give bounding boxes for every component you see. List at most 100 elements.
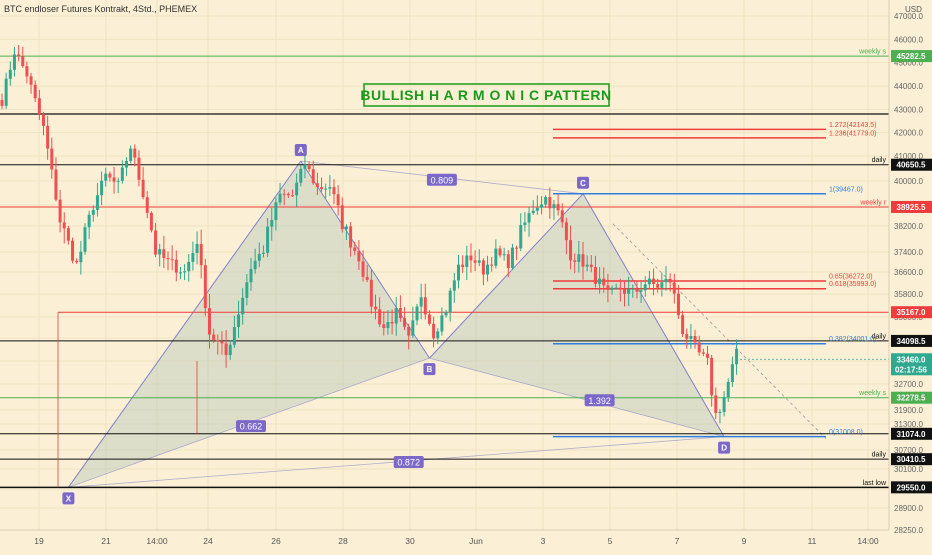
candles bbox=[0, 45, 739, 424]
level-note: 1.272(42143.5) bbox=[829, 122, 876, 129]
candle-body bbox=[253, 260, 257, 270]
pattern-leg-bc bbox=[429, 193, 584, 359]
x-tick-label: 5 bbox=[608, 536, 613, 546]
candle-body bbox=[174, 259, 178, 273]
candle-body bbox=[519, 225, 523, 249]
x-tick-label: 3 bbox=[541, 536, 546, 546]
price-badge bbox=[891, 453, 932, 466]
candle-body bbox=[203, 265, 207, 309]
y-tick-label: 28250.0 bbox=[894, 526, 923, 535]
candle-body bbox=[133, 148, 137, 158]
candle-body bbox=[540, 204, 543, 208]
x-tick-label: 14:00 bbox=[857, 536, 879, 546]
candle-body bbox=[710, 357, 714, 396]
candle-body bbox=[382, 324, 386, 329]
current-price-badge bbox=[891, 353, 932, 376]
candle-body bbox=[398, 308, 402, 319]
candle-body bbox=[4, 78, 8, 106]
pattern-point-d bbox=[718, 441, 731, 454]
candle-body bbox=[477, 260, 481, 263]
candle-body bbox=[129, 148, 133, 161]
candle-body bbox=[598, 278, 602, 284]
candle-body bbox=[336, 194, 340, 206]
candle-body bbox=[440, 315, 444, 332]
ratio-label: 1.392 bbox=[588, 396, 611, 406]
candle-body bbox=[535, 207, 539, 211]
y-tick-label: 42000.0 bbox=[894, 129, 923, 138]
price-badge-label: 35167.0 bbox=[897, 308, 926, 317]
candle-body bbox=[12, 54, 16, 70]
y-tick-label: 47000.0 bbox=[894, 12, 923, 21]
candle-body bbox=[461, 264, 465, 267]
grid bbox=[0, 0, 889, 531]
candle-body bbox=[33, 84, 37, 99]
candle-body bbox=[465, 255, 469, 267]
projection-line bbox=[612, 223, 827, 439]
candle-body bbox=[639, 290, 643, 292]
level-note: daily bbox=[872, 452, 887, 459]
candle-body bbox=[457, 264, 460, 281]
candle-body bbox=[241, 297, 245, 315]
price-badge bbox=[891, 391, 932, 404]
candle-body bbox=[676, 293, 680, 316]
candle-body bbox=[75, 260, 79, 263]
y-tick-label: 46000.0 bbox=[894, 35, 923, 44]
price-axis[interactable]: 47000.0 46000.0 45000.0 44000.0 43000.0 42000… bbox=[888, 0, 932, 550]
pattern-point-label: D bbox=[721, 444, 727, 453]
candle-body bbox=[37, 98, 41, 115]
candle-body bbox=[523, 222, 527, 226]
pattern-triangle-bcd bbox=[429, 193, 725, 437]
price-badge bbox=[891, 158, 932, 171]
time-axis[interactable]: 19 21 14:00 24 26 28 30 Jun 3 5 7 9 11 14:00 bbox=[0, 529, 889, 546]
y-tick-label: 28900.0 bbox=[894, 504, 923, 513]
candle-body bbox=[245, 282, 249, 298]
candle-body bbox=[116, 180, 120, 182]
candle-body bbox=[79, 251, 83, 263]
candle-body bbox=[87, 214, 91, 228]
price-badge-label: 31074.0 bbox=[897, 430, 926, 439]
candle-body bbox=[730, 364, 734, 382]
candle-body bbox=[66, 228, 70, 241]
pattern-point-x bbox=[62, 492, 75, 505]
candle-body bbox=[469, 255, 473, 261]
candle-body bbox=[623, 289, 626, 294]
candle-body bbox=[610, 287, 614, 290]
candle-body bbox=[510, 247, 514, 268]
candle-body bbox=[473, 260, 477, 263]
level-note: 0.65(36272.0) bbox=[829, 274, 873, 281]
price-badge bbox=[891, 481, 932, 494]
y-tick-label: 31300.0 bbox=[894, 420, 923, 429]
candle-body bbox=[183, 271, 187, 273]
price-badge-label: 30410.5 bbox=[897, 455, 926, 464]
current-price-label: 33460.0 bbox=[897, 355, 926, 364]
y-tick-label: 43000.0 bbox=[894, 105, 923, 114]
candle-body bbox=[432, 323, 436, 339]
pattern-point-label: B bbox=[427, 365, 433, 374]
y-tick-label: 45000.0 bbox=[894, 59, 923, 68]
y-tick-label: 32700.0 bbox=[894, 380, 923, 389]
candle-body bbox=[606, 285, 610, 290]
candle-body bbox=[46, 125, 50, 149]
y-tick-label: 35800.0 bbox=[894, 290, 923, 299]
candle-body bbox=[656, 284, 660, 288]
candle-body bbox=[652, 278, 656, 285]
x-tick-label: 7 bbox=[675, 536, 680, 546]
candle-body bbox=[369, 279, 373, 307]
ratio-label: 0.809 bbox=[431, 175, 454, 185]
price-badge-label: 40650.5 bbox=[897, 161, 926, 170]
candle-body bbox=[361, 261, 365, 277]
candle-body bbox=[162, 249, 166, 258]
currency-label: USD bbox=[905, 5, 922, 14]
price-badges: 45282.5 40650.5 38925.5 35167.0 34098.5 32278… bbox=[891, 50, 932, 494]
y-tick-label: 44000.0 bbox=[894, 82, 923, 91]
candle-body bbox=[564, 222, 568, 241]
level-note: 1.236(41779.0) bbox=[829, 130, 876, 137]
y-tick-label: 30700.0 bbox=[894, 446, 923, 455]
candle-body bbox=[701, 352, 705, 354]
price-badge-label: 34098.5 bbox=[897, 337, 926, 346]
candle-body bbox=[25, 66, 29, 77]
candle-body bbox=[191, 252, 195, 262]
candle-body bbox=[108, 173, 112, 178]
candle-body bbox=[706, 353, 709, 358]
